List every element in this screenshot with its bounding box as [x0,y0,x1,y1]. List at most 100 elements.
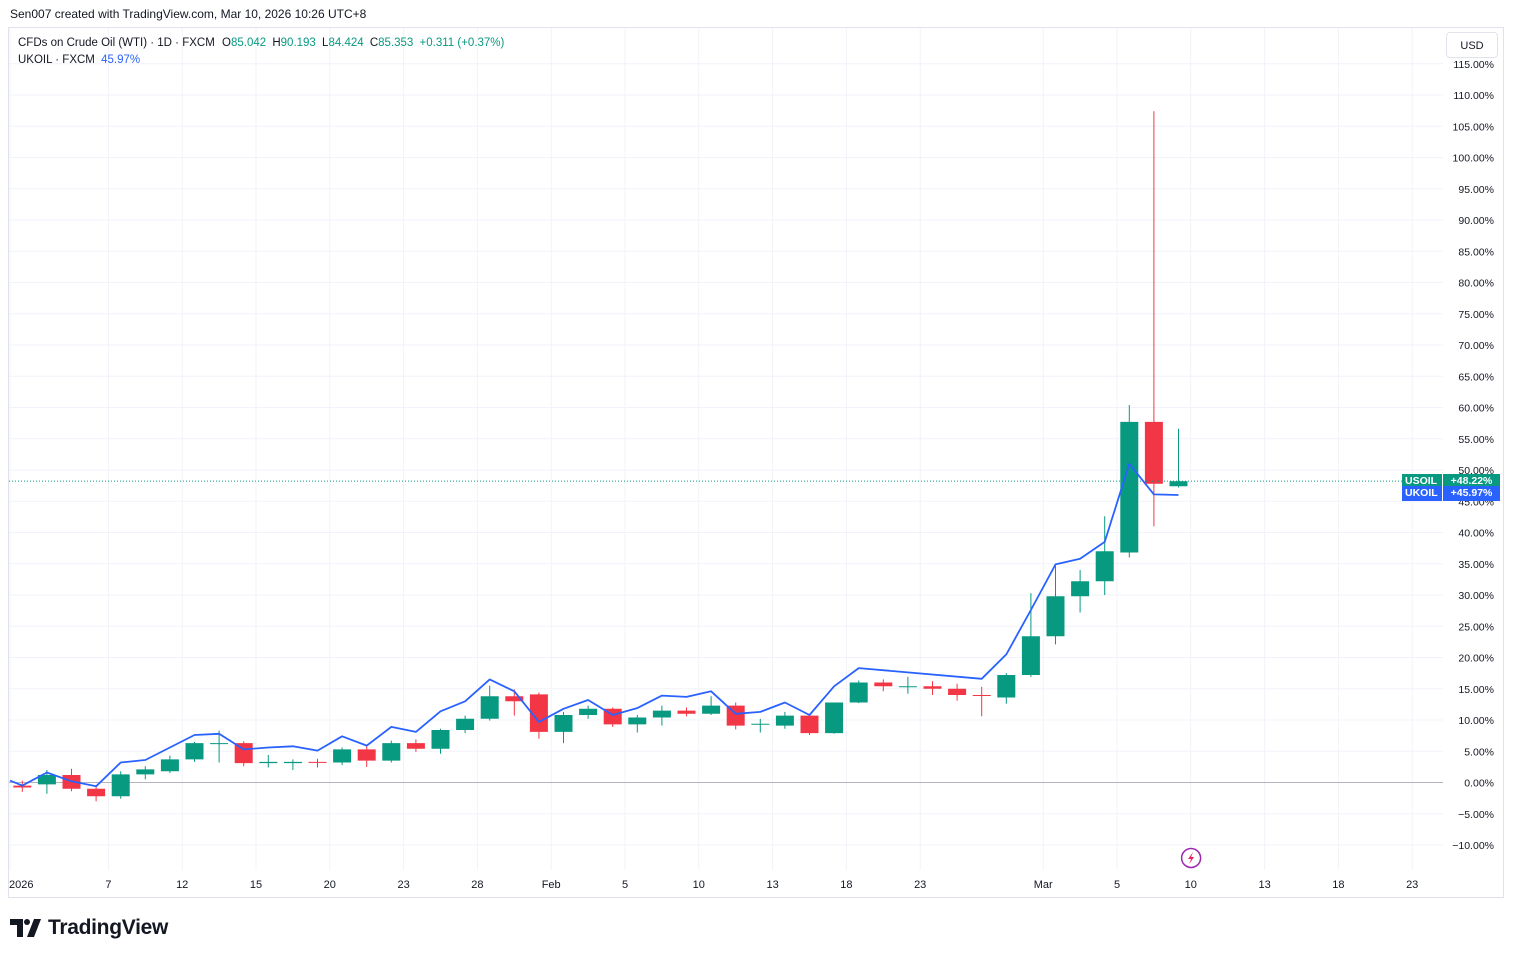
lightning-icon[interactable] [1180,847,1202,869]
legend-low-value: 84.424 [328,37,364,49]
candle-up [431,730,450,749]
grid-lines [9,28,1443,870]
legend-high-value: 90.193 [280,37,316,49]
legend-change: +0.311 (+0.37%) [419,37,505,49]
candle-up [456,718,475,730]
x-tick-label: 28 [471,879,483,891]
x-tick-label: 13 [1258,879,1270,891]
candle-up [898,686,917,688]
x-tick-label: 18 [840,879,852,891]
candle-down [677,710,696,714]
candle-up [751,723,770,725]
y-tick-label: 0.00% [1464,778,1494,790]
tradingview-logo-icon [10,919,41,937]
legend-main-row: CFDs on Crude Oil (WTI) · 1D · FXCM O85.… [18,35,504,52]
y-tick-label: 75.00% [1458,309,1494,321]
usoil-tag-name: USOIL [1405,474,1438,487]
chart-frame [8,27,1504,898]
candle-up [259,761,278,764]
y-tick-label: 95.00% [1458,184,1494,196]
x-tick-label: Mar [1034,879,1053,891]
candle-down [874,682,893,687]
x-tick-label: 20 [324,879,336,891]
candle-down [406,743,425,749]
ukoil-tag-name: UKOIL [1405,486,1438,499]
y-tick-label: 115.00% [1453,59,1494,71]
candle-up [825,702,844,734]
legend-open-value: 85.042 [230,37,267,49]
usoil-price-tag: USOIL [1402,473,1442,489]
candle-up [1071,581,1090,597]
y-tick-label: 100.00% [1453,153,1494,165]
candle-down [923,686,942,689]
candle-down [357,749,376,761]
candle-up [210,743,229,745]
legend-close-value: 85.353 [378,37,414,49]
y-tick-label: 15.00% [1458,684,1494,696]
candle-down [1144,421,1163,484]
lightning-icon-bolt [1188,852,1195,864]
x-tick-label: 23 [1406,879,1418,891]
legend-high-label: H [272,37,281,49]
chart-legend: CFDs on Crude Oil (WTI) · 1D · FXCM O85.… [18,35,504,69]
candle-up [185,743,204,760]
candle-up [775,715,794,726]
y-tick-label: 30.00% [1458,590,1494,602]
x-tick-label: Feb [542,879,561,891]
y-tick-label: 90.00% [1458,215,1494,227]
y-tick-label: 25.00% [1458,621,1494,633]
x-tick-label: 12 [176,879,188,891]
y-tick-label: 70.00% [1458,340,1494,352]
x-tick-label: 5 [1114,879,1120,891]
y-axis[interactable]: 115.00% 110.00% 105.00% 100.00% 95.00% 90.00%… [1452,59,1494,852]
y-tick-label: 80.00% [1458,278,1494,290]
x-tick-label: 5 [622,879,628,891]
candle-up [849,682,868,703]
x-tick-label: 15 [250,879,262,891]
y-tick-label: 55.00% [1458,434,1494,446]
legend-compare-symbol[interactable]: UKOIL · FXCM [18,54,95,66]
candle-up [382,743,401,761]
currency-button[interactable]: USD [1446,32,1498,58]
candle-up [333,749,352,763]
candle-up [160,759,179,772]
candle-up [111,774,130,797]
candle-up [652,710,671,718]
candle-up [283,761,302,764]
candle-up [1169,481,1188,487]
attribution-text: Sen007 created with TradingView.com, Mar… [10,7,367,21]
y-tick-label: 40.00% [1458,528,1494,540]
y-tick-label: 65.00% [1458,371,1494,383]
candle-down [308,761,327,763]
candle-up [1021,636,1040,675]
usoil-candles [13,111,1188,802]
legend-symbol[interactable]: CFDs on Crude Oil (WTI) · 1D · FXCM [18,37,215,49]
y-tick-label: 60.00% [1458,403,1494,415]
ukoil-price-tag: UKOIL [1402,485,1442,501]
event-icons [1180,847,1202,869]
y-tick-label: 35.00% [1458,559,1494,571]
candle-up [628,717,647,725]
candle-up [554,715,573,732]
x-tick-label: 10 [1185,879,1197,891]
candle-up [702,705,721,714]
candle-down [13,785,32,788]
ukoil-series-line [9,462,1179,788]
usoil-tag-value: +48.22% [1443,473,1500,489]
legend-close-label: C [369,37,379,49]
x-axis[interactable]: 2026 7 12 15 20 23 28 Feb 5 10 13 18 23 Mar 5 10 13 18 23 [9,879,1418,891]
x-tick-label: 18 [1332,879,1344,891]
x-tick-label: 23 [397,879,409,891]
ukoil-line [9,462,1443,788]
ukoil-tag-value: +45.97% [1443,485,1500,501]
legend-compare-row: UKOIL · FXCM 45.97% [18,52,504,69]
tradingview-logo-text: TradingView [48,916,169,939]
x-tick-label: 13 [766,879,778,891]
candle-up [1095,551,1114,582]
candle-down [948,688,967,695]
candle-up [480,696,499,719]
candle-down [800,715,819,734]
y-tick-label: 10.00% [1458,715,1494,727]
tradingview-logo[interactable]: TradingView [10,916,168,940]
